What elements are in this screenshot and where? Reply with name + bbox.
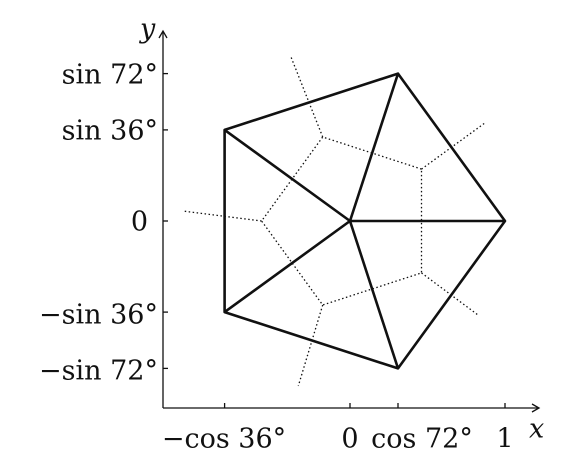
y-arrow bbox=[158, 29, 168, 39]
y-tick-label: −sin 72° bbox=[39, 356, 158, 387]
y-tick-label: sin 72° bbox=[62, 60, 158, 91]
pentagon bbox=[223, 72, 507, 370]
ray bbox=[182, 210, 262, 222]
y-tick-label: 0 bbox=[131, 207, 148, 238]
x-label: x bbox=[529, 414, 544, 445]
ray bbox=[421, 272, 479, 316]
x-tick-label: 0 bbox=[341, 424, 358, 455]
x-tick-label: 1 bbox=[496, 424, 513, 455]
dotted-dual bbox=[182, 56, 486, 387]
y-tick-label: −sin 36° bbox=[39, 300, 158, 331]
ray bbox=[421, 122, 486, 170]
y-tick-label: sin 36° bbox=[62, 116, 158, 147]
x-ticks bbox=[223, 403, 506, 408]
x-arrow bbox=[531, 403, 541, 413]
spokes bbox=[223, 73, 505, 369]
ray bbox=[297, 304, 324, 387]
axes: y x sin 72° sin 36° 0 −sin 36° −sin 72° … bbox=[39, 14, 544, 455]
x-tick-label: −cos 36° bbox=[162, 424, 286, 455]
x-tick-label: cos 72° bbox=[371, 424, 473, 455]
y-label: y bbox=[139, 14, 156, 45]
outline bbox=[223, 72, 507, 370]
ray bbox=[290, 56, 324, 138]
y-ticks bbox=[163, 72, 168, 370]
inner-pentagon bbox=[260, 136, 423, 306]
